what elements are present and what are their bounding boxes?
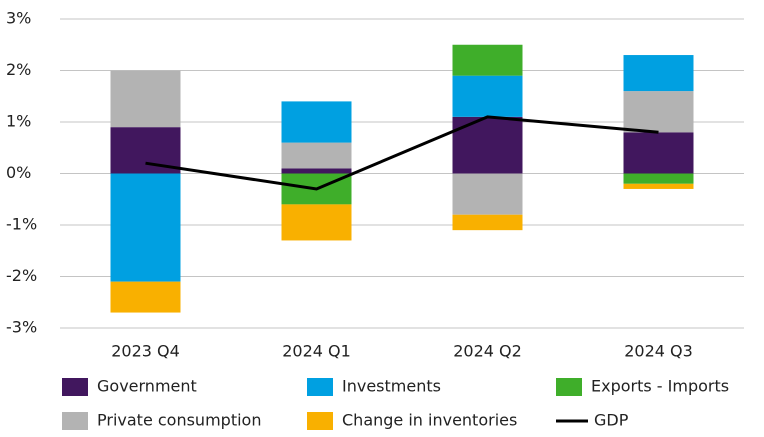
bar-segment <box>452 75 523 117</box>
y-tick-label: 1% <box>6 112 31 131</box>
legend-swatch <box>307 378 333 396</box>
y-tick-label: -2% <box>6 266 37 285</box>
bar-segment <box>623 173 694 184</box>
legend-label: Private consumption <box>97 411 261 430</box>
bar-segment <box>110 281 181 313</box>
bar-segment <box>281 142 352 169</box>
x-tick-label: 2024 Q2 <box>453 342 522 361</box>
legend-swatch <box>62 412 88 430</box>
gdp-line <box>145 115 659 191</box>
legend-label: GDP <box>594 411 629 430</box>
legend-swatch <box>62 378 88 396</box>
bar-segment <box>452 214 523 231</box>
y-tick-label: -3% <box>6 318 37 337</box>
bar-segment <box>623 132 694 174</box>
bar-segment <box>110 70 181 128</box>
bar-segment <box>452 116 523 174</box>
y-tick-label: 0% <box>6 163 31 182</box>
legend-swatch <box>556 378 582 396</box>
bar-segment <box>623 91 694 133</box>
legend-label: Exports - Imports <box>591 377 729 396</box>
y-tick-label: -1% <box>6 215 37 234</box>
x-tick-label: 2024 Q3 <box>624 342 693 361</box>
bar-segment <box>281 168 352 174</box>
bar-segment <box>110 173 181 282</box>
legend-label: Change in inventories <box>342 411 517 430</box>
y-tick-label: 2% <box>6 60 31 79</box>
bar-segment <box>452 173 523 215</box>
legend-label: Investments <box>342 377 441 396</box>
bar-segment <box>452 44 523 76</box>
bar-segment <box>281 101 352 143</box>
bar-segment <box>623 55 694 92</box>
legend-swatch <box>307 412 333 430</box>
x-tick-label: 2024 Q1 <box>282 342 351 361</box>
y-tick-label: 3% <box>6 9 31 28</box>
bar-segment <box>281 204 352 241</box>
bar-segment <box>623 183 694 189</box>
x-tick-label: 2023 Q4 <box>111 342 180 361</box>
legend-label: Government <box>97 377 197 396</box>
